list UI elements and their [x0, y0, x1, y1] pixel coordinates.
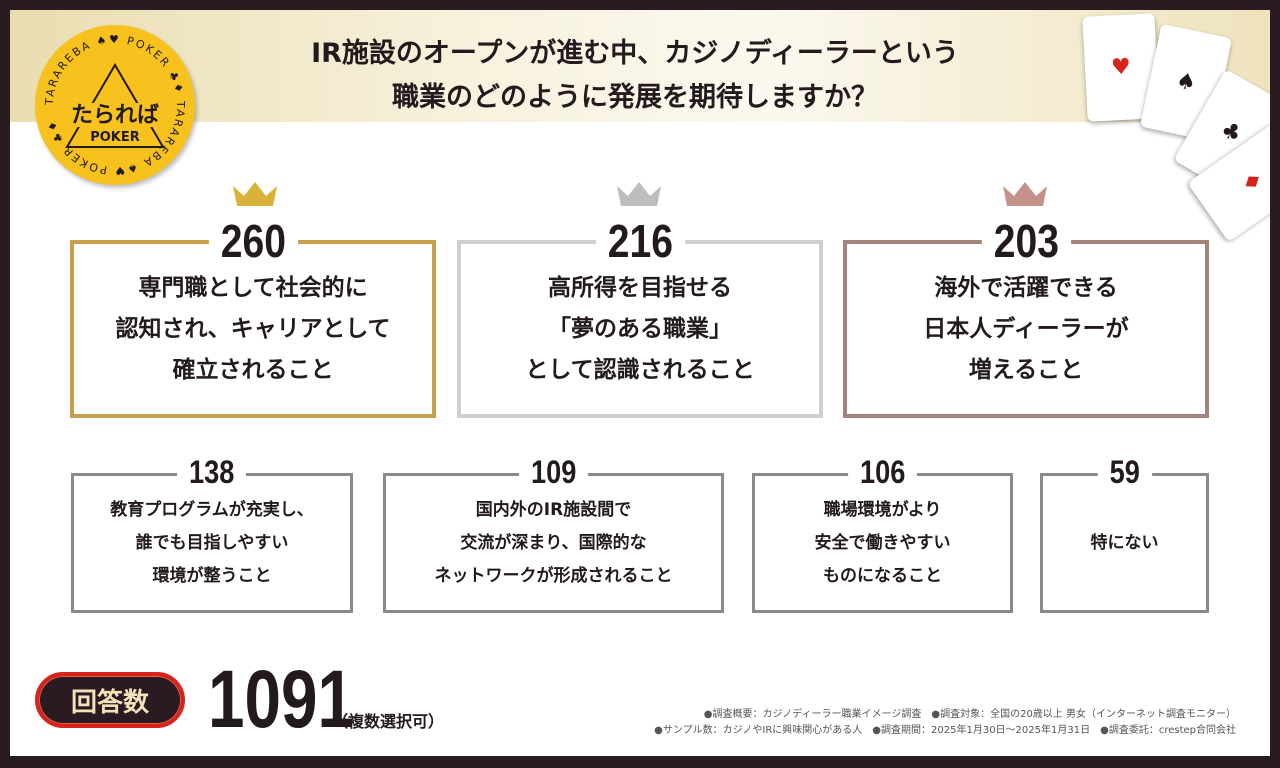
- result-card: 59 特にない: [1040, 454, 1209, 613]
- multiple-choice-note: （複数選択可）: [332, 712, 445, 731]
- result-count: 260: [208, 214, 298, 268]
- bronze-crown-icon: [1003, 182, 1047, 206]
- survey-notes: ●調査概要：カジノディーラー職業イメージ調査 ●調査対象：全国の20歳以上 男女…: [654, 707, 1236, 739]
- logo-brand: たられば: [71, 103, 159, 128]
- result-count: 106: [847, 454, 918, 491]
- result-count: 216: [595, 214, 685, 268]
- result-count: 138: [177, 454, 247, 491]
- result-text: 教育プログラムが充実し、 誰でも目指しやすい 環境が整うこと: [110, 499, 314, 586]
- title-line: 職業のどのように発展を期待しますか？: [392, 82, 878, 113]
- silver-crown-icon: [617, 182, 661, 206]
- header-banner: [10, 10, 1270, 122]
- result-count: 109: [518, 454, 589, 491]
- result-text: 海外で活躍できる 日本人ディーラーが 増えること: [923, 274, 1129, 383]
- gold-crown-icon: [233, 182, 277, 206]
- survey-note: ●サンプル数：カジノやIRに興味関心がある人 ●調査期間：2025年1月30日～…: [654, 725, 1236, 736]
- result-count: 59: [1097, 454, 1152, 491]
- result-count: 203: [981, 214, 1071, 268]
- result-text: 特にない: [1090, 532, 1159, 553]
- tarareba-poker-logo: TARAREBA ♠♥ POKER ♣♦ TARAREBA ♠♥ POKER ♣…: [35, 25, 195, 185]
- result-card-rank-2: 216 高所得を目指せる 「夢のある職業」 として認識されること: [457, 214, 823, 418]
- respondents-badge: 回答数: [35, 672, 185, 728]
- result-text: 職場環境がより 安全で働きやすい ものになること: [814, 499, 951, 586]
- result-card-rank-3: 203 海外で活躍できる 日本人ディーラーが 増えること: [843, 214, 1209, 418]
- result-card: 106 職場環境がより 安全で働きやすい ものになること: [752, 454, 1013, 613]
- result-text: 国内外のIR施設間で 交流が深まり、国際的な ネットワークが形成されること: [434, 499, 673, 586]
- infographic: IR施設のオープンが進む中、カジノディーラーという 職業のどのように発展を期待し…: [10, 10, 1270, 756]
- result-text: 高所得を目指せる 「夢のある職業」 として認識されること: [525, 274, 755, 383]
- respondents-total: 1091: [208, 654, 354, 745]
- result-card: 138 教育プログラムが充実し、 誰でも目指しやすい 環境が整うこと: [71, 454, 353, 613]
- logo-sub: POKER: [90, 130, 140, 145]
- result-card-rank-1: 260 専門職として社会的に 認知され、キャリアとして 確立されること: [70, 214, 436, 418]
- result-text: 専門職として社会的に 認知され、キャリアとして 確立されること: [115, 274, 391, 383]
- title-line: IR施設のオープンが進む中、カジノディーラーという: [311, 38, 959, 69]
- survey-note: ●調査概要：カジノディーラー職業イメージ調査 ●調査対象：全国の20歳以上 男女…: [703, 709, 1236, 720]
- page-title: IR施設のオープンが進む中、カジノディーラーという 職業のどのように発展を期待し…: [210, 32, 1060, 120]
- result-card: 109 国内外のIR施設間で 交流が深まり、国際的な ネットワークが形成されるこ…: [383, 454, 724, 613]
